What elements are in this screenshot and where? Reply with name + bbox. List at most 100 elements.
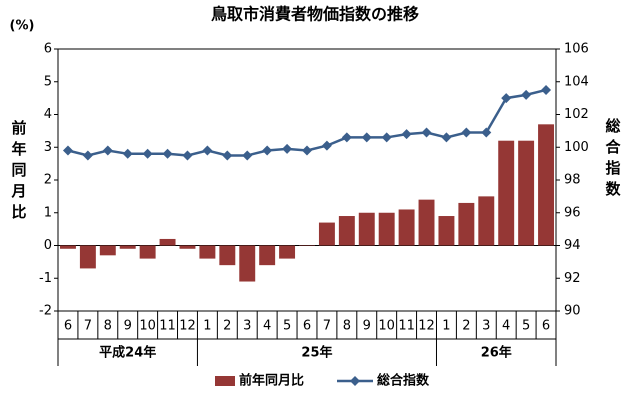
- y2-tick-label: 106: [564, 42, 589, 57]
- x-tick-label: 5: [283, 319, 291, 334]
- line-marker: [381, 132, 392, 143]
- x-tick-label: 11: [159, 319, 176, 334]
- x-tick-label: 9: [363, 319, 371, 334]
- y-tick-label: 0: [44, 238, 52, 253]
- y2-tick-label: 98: [564, 173, 581, 188]
- bar: [418, 199, 435, 246]
- line-marker: [182, 150, 193, 161]
- x-tick-label: 2: [223, 319, 231, 334]
- line-marker: [62, 145, 73, 156]
- x-tick-label: 6: [542, 319, 550, 334]
- bar: [498, 140, 515, 246]
- x-tick-label: 3: [243, 319, 251, 334]
- line-marker: [361, 132, 372, 143]
- x-tick-label: 3: [482, 319, 490, 334]
- bar: [318, 222, 335, 246]
- bar: [438, 216, 455, 246]
- x-tick-label: 8: [343, 319, 351, 334]
- x-tick-label: 6: [303, 319, 311, 334]
- bar: [398, 209, 415, 246]
- line-marker: [321, 140, 332, 151]
- bar: [79, 245, 96, 269]
- line-marker: [541, 84, 552, 95]
- bar: [239, 245, 256, 282]
- y-tick-label: 2: [44, 173, 52, 188]
- x-tick-label: 10: [378, 319, 395, 334]
- bar: [279, 245, 296, 259]
- bar: [59, 245, 76, 249]
- x-tick-label: 1: [442, 319, 450, 334]
- bar: [358, 212, 375, 246]
- line-marker: [102, 145, 113, 156]
- y2-tick-label: 104: [564, 74, 589, 89]
- line-marker: [82, 150, 93, 161]
- legend-swatch: [215, 376, 235, 386]
- line-marker: [242, 150, 253, 161]
- line-marker: [421, 127, 432, 138]
- y-tick-label: 5: [44, 74, 52, 89]
- bar: [139, 245, 156, 259]
- y-tick-label: 3: [44, 140, 52, 155]
- legend-label: 前年同月比: [239, 373, 304, 389]
- y-tick-label: -1: [39, 271, 52, 286]
- line-marker: [222, 150, 233, 161]
- legend-swatch: [350, 376, 360, 386]
- plot-frame: [57, 48, 557, 312]
- bar: [159, 238, 176, 246]
- x-tick-label: 2: [462, 319, 470, 334]
- y-tick-label: -2: [39, 304, 52, 319]
- y2-tick-label: 94: [564, 238, 581, 253]
- y-tick-label: 1: [44, 205, 52, 220]
- line-marker: [521, 89, 532, 100]
- bar: [299, 245, 315, 246]
- x-tick-label: 12: [179, 319, 196, 334]
- line-marker: [461, 127, 472, 138]
- bar: [478, 196, 495, 246]
- line-marker: [162, 148, 173, 159]
- y2-tick-label: 102: [564, 107, 589, 122]
- x-tick-label: 10: [139, 319, 156, 334]
- x-tick-label: 4: [502, 319, 510, 334]
- x-tick-label: 5: [522, 319, 530, 334]
- bar: [338, 216, 355, 246]
- line-marker: [302, 145, 312, 156]
- y-unit: (%): [10, 19, 35, 34]
- bar: [378, 212, 395, 246]
- y-tick-label: 6: [44, 42, 52, 57]
- x-tick-label: 11: [398, 319, 415, 334]
- y2-tick-label: 90: [564, 304, 581, 319]
- y-axis-title: 前年同月比: [10, 119, 28, 225]
- x-tick-label: 8: [104, 319, 112, 334]
- x-tick-label: 4: [263, 319, 271, 334]
- line-marker: [441, 132, 452, 143]
- bar: [219, 245, 236, 266]
- bar: [179, 245, 196, 249]
- line-marker: [122, 148, 133, 159]
- line-marker: [142, 148, 153, 159]
- y2-tick-label: 100: [564, 140, 589, 155]
- line-marker: [282, 143, 293, 154]
- x-tick-label: 1: [203, 319, 211, 334]
- y2-tick-label: 92: [564, 271, 581, 286]
- x-tick-label: 9: [124, 319, 132, 334]
- line-marker: [401, 129, 412, 140]
- y-tick-label: 4: [44, 107, 52, 122]
- legend-label: 総合指数: [377, 373, 430, 389]
- y2-axis-title: 総合指数: [604, 117, 622, 202]
- y2-tick-label: 96: [564, 205, 581, 220]
- line-marker: [341, 132, 352, 143]
- line-marker: [501, 93, 512, 104]
- line-marker: [481, 127, 492, 138]
- bar: [99, 245, 116, 256]
- x-tick-label: 6: [64, 319, 72, 334]
- group-label: 26年: [481, 345, 512, 361]
- x-tick-label: 12: [418, 319, 435, 334]
- group-label: 25年: [301, 345, 332, 361]
- chart-title: 鳥取市消費者物価指数の推移: [211, 5, 419, 24]
- bar: [458, 202, 475, 246]
- bar: [259, 245, 276, 266]
- group-label: 平成24年: [99, 345, 156, 361]
- bar: [518, 140, 535, 246]
- bar: [538, 124, 555, 246]
